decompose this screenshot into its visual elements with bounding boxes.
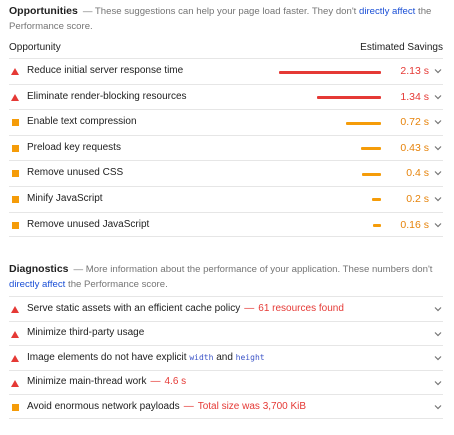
diagnostics-desc-post: the Performance score. xyxy=(65,279,168,290)
diagnostic-label: Serve static assets with an efficient ca… xyxy=(27,303,344,314)
opportunity-row[interactable]: Enable text compression 0.72 s xyxy=(9,109,443,135)
code-height: height xyxy=(235,352,265,362)
opportunity-label: Minify JavaScript xyxy=(27,192,103,204)
savings-bar xyxy=(372,198,381,202)
diagnostic-separator: — xyxy=(183,400,194,412)
diagnostic-row[interactable]: Minimize third-party usage xyxy=(9,320,443,346)
diagnostic-label: Minimize main-thread work —4.6 s xyxy=(27,376,186,387)
code-width: width xyxy=(189,352,214,362)
savings-value: 0.2 s xyxy=(406,192,429,205)
opportunities-list: Reduce initial server response time 2.13 … xyxy=(9,58,443,238)
chevron-down-icon[interactable] xyxy=(433,303,443,315)
red-triangle-icon xyxy=(11,379,19,387)
orange-square-icon xyxy=(12,119,19,127)
red-triangle-icon xyxy=(11,68,19,75)
diagnostic-row[interactable]: Avoid enormous network payloads — Total si… xyxy=(9,394,443,419)
savings-value: 0.43 s xyxy=(400,141,429,154)
savings-value: 0.4 s xyxy=(406,167,429,180)
chevron-down-icon[interactable] xyxy=(433,65,443,77)
diagnostics-list: Serve static assets with an efficient ca… xyxy=(9,296,443,419)
diagnostic-detail: 61 resources found xyxy=(258,302,344,314)
savings-value: 1.34 s xyxy=(400,90,429,103)
diagnostic-detail: Total size was 3,700 KiB xyxy=(197,400,307,412)
orange-square-icon xyxy=(12,221,19,229)
savings-bar xyxy=(373,224,381,228)
red-triangle-icon xyxy=(11,355,19,363)
diagnostics-header: Diagnostics — More information about the … xyxy=(9,262,442,292)
diagnostic-label: Avoid enormous network payloads — Total si… xyxy=(27,401,306,412)
column-estimated-savings: Estimated Savings xyxy=(360,42,443,53)
opportunity-row[interactable]: Remove unused JavaScript 0.16 s xyxy=(9,211,443,238)
opportunities-title: Opportunities xyxy=(9,5,78,17)
orange-square-icon xyxy=(12,170,19,178)
diagnostic-label-pre: Image elements do not have explicit xyxy=(27,351,190,363)
chevron-down-icon[interactable] xyxy=(433,167,443,179)
diagnostic-label-mid: and xyxy=(213,351,236,363)
opportunities-header: Opportunities — These suggestions can hel… xyxy=(9,4,442,34)
opportunities-desc-post: the Performance score. xyxy=(9,6,432,32)
orange-square-icon xyxy=(12,144,19,152)
opportunity-label: Eliminate render-blocking resources xyxy=(27,90,187,102)
diagnostic-row[interactable]: Image elements do not have explicit widt… xyxy=(9,345,443,370)
diagnostic-separator: — xyxy=(244,302,255,314)
opportunity-row[interactable]: Preload key requests 0.43 s xyxy=(9,134,443,161)
chevron-down-icon[interactable] xyxy=(433,328,443,340)
red-triangle-icon xyxy=(11,330,19,338)
chevron-down-icon[interactable] xyxy=(433,352,443,364)
diagnostic-label: Image elements do not have explicit widt… xyxy=(27,352,265,363)
savings-bar xyxy=(317,96,381,100)
chevron-down-icon[interactable] xyxy=(433,193,443,205)
diagnostics-title: Diagnostics xyxy=(9,263,69,275)
chevron-down-icon[interactable] xyxy=(433,401,443,413)
diagnostic-label-text: Minimize third-party usage xyxy=(27,327,145,339)
diagnostics-desc-pre: — More information about the performance… xyxy=(73,264,433,275)
savings-bar xyxy=(346,121,381,125)
opportunities-desc-pre: — These suggestions can help your page l… xyxy=(82,6,359,17)
opportunity-row[interactable]: Remove unused CSS 0.4 s xyxy=(9,160,443,186)
chevron-down-icon[interactable] xyxy=(433,377,443,389)
directly-affect-link-2[interactable]: directly affect xyxy=(9,279,66,290)
opportunity-row[interactable]: Minify JavaScript 0.2 s xyxy=(9,185,443,212)
opportunity-row[interactable]: Reduce initial server response time 2.13 … xyxy=(9,58,443,84)
red-triangle-icon xyxy=(11,306,19,313)
savings-value: 0.72 s xyxy=(400,116,429,129)
directly-affect-link[interactable]: directly affect xyxy=(359,6,416,17)
savings-bar xyxy=(279,70,381,74)
diagnostic-row[interactable]: Minimize main-thread work —4.6 s xyxy=(9,369,443,395)
diagnostic-label: Minimize third-party usage xyxy=(27,327,144,338)
diagnostic-row[interactable]: Serve static assets with an efficient ca… xyxy=(9,296,443,321)
opportunity-label: Reduce initial server response time xyxy=(27,65,184,76)
orange-square-icon xyxy=(12,404,19,412)
opportunities-column-header: Opportunity Estimated Savings xyxy=(9,42,443,56)
chevron-down-icon[interactable] xyxy=(433,142,443,154)
diagnostic-label-text: Serve static assets with an efficient ca… xyxy=(27,302,241,314)
savings-bar xyxy=(362,172,381,176)
opportunity-label: Enable text compression xyxy=(27,116,137,128)
diagnostic-detail: 4.6 s xyxy=(164,376,187,388)
savings-bar xyxy=(361,147,381,151)
chevron-down-icon[interactable] xyxy=(433,219,443,231)
opportunity-label: Preload key requests xyxy=(27,141,121,153)
savings-value: 2.13 s xyxy=(400,65,429,77)
opportunity-row[interactable]: Eliminate render-blocking resources 1.34 … xyxy=(9,83,443,110)
diagnostic-label-text: Avoid enormous network payloads xyxy=(27,400,180,412)
opportunity-label: Remove unused CSS xyxy=(27,167,124,179)
chevron-down-icon[interactable] xyxy=(433,116,443,128)
column-opportunity: Opportunity xyxy=(9,42,61,53)
opportunity-label: Remove unused JavaScript xyxy=(27,218,150,230)
chevron-down-icon[interactable] xyxy=(433,91,443,103)
savings-value: 0.16 s xyxy=(400,218,429,231)
diagnostic-separator: — xyxy=(150,376,161,388)
orange-square-icon xyxy=(12,195,19,203)
red-triangle-icon xyxy=(11,93,19,101)
diagnostic-label-text: Minimize main-thread work xyxy=(27,376,147,388)
